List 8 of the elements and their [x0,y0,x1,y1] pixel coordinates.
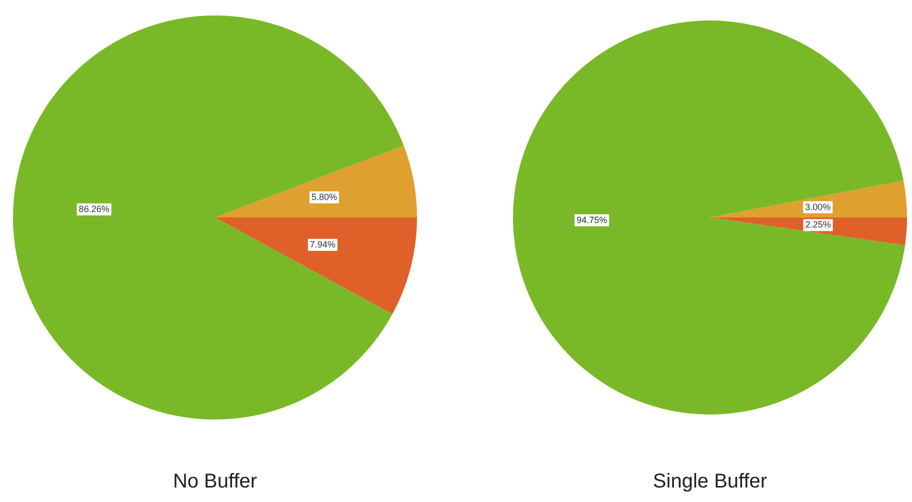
data-label: 86.26% [78,204,110,214]
text: Single Buffer [652,470,768,493]
data-label: 7.94% [310,239,336,250]
data-label: 3.00% [805,202,831,212]
data-label: 94.75% [576,214,608,225]
data-label: 2.25% [805,220,831,230]
data-label: 5.80% [311,192,338,202]
text: No Buffer [172,470,258,493]
